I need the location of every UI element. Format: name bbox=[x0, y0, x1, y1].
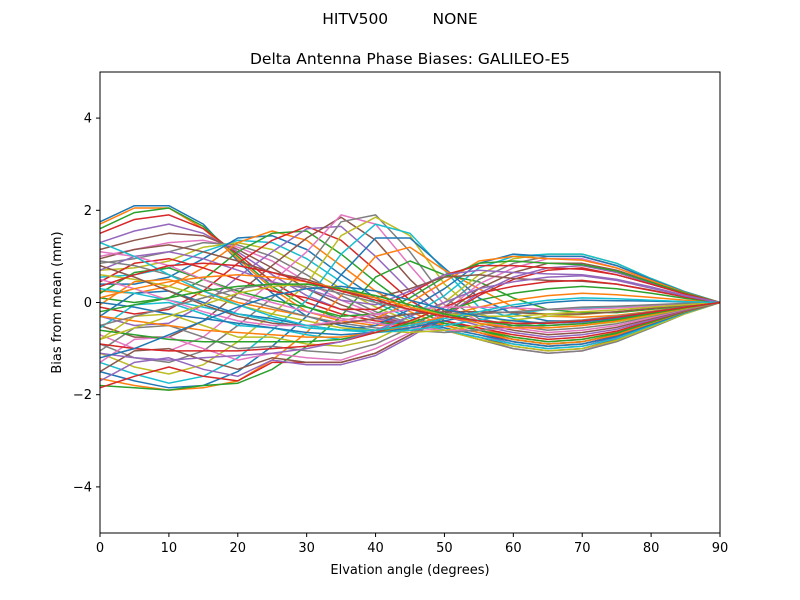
series-group bbox=[99, 204, 721, 391]
series-line-23 bbox=[99, 260, 721, 391]
series-line-52 bbox=[99, 274, 721, 329]
series-line-41 bbox=[99, 299, 721, 336]
chart-title: Delta Antenna Phase Biases: GALILEO-E5 bbox=[250, 50, 570, 68]
x-tick-label: 90 bbox=[712, 541, 729, 556]
x-tick-label: 80 bbox=[643, 541, 660, 556]
x-tick-label: 20 bbox=[230, 541, 247, 556]
y-tick-label: 4 bbox=[84, 112, 92, 127]
figure-suptitle: HITV500 NONE bbox=[322, 10, 477, 28]
series-line-53 bbox=[99, 283, 721, 327]
series-line-44 bbox=[99, 279, 721, 352]
x-tick-label: 10 bbox=[161, 541, 178, 556]
series-line-26 bbox=[99, 262, 721, 373]
series-line-54 bbox=[99, 262, 721, 324]
x-tick-label: 50 bbox=[436, 541, 453, 556]
x-tick-label: 40 bbox=[367, 541, 384, 556]
y-tick-label: 0 bbox=[84, 296, 92, 311]
series-line-43 bbox=[99, 285, 721, 343]
series-line-51 bbox=[99, 285, 721, 359]
y-tick-label: −4 bbox=[73, 480, 92, 495]
x-tick-label: 0 bbox=[96, 541, 104, 556]
series-line-19 bbox=[99, 216, 721, 375]
x-tick-label: 30 bbox=[298, 541, 315, 556]
series-line-40 bbox=[99, 287, 721, 334]
series-line-34 bbox=[99, 257, 721, 311]
y-tick-label: 2 bbox=[84, 204, 92, 219]
x-axis-label: Elvation angle (degrees) bbox=[330, 563, 489, 578]
x-tick-label: 60 bbox=[505, 541, 522, 556]
series-line-22 bbox=[99, 246, 721, 391]
x-tick-label: 70 bbox=[574, 541, 591, 556]
x-axis: 0 10 20 30 40 50 60 70 80 90 bbox=[96, 533, 728, 556]
y-tick-label: −2 bbox=[73, 388, 92, 403]
y-axis: −4 −2 0 2 4 bbox=[73, 112, 100, 495]
y-axis-label: Bias from mean (mm) bbox=[50, 231, 65, 373]
series-line-25 bbox=[99, 264, 721, 382]
series-line-45 bbox=[99, 275, 721, 361]
series-line-35 bbox=[99, 251, 721, 306]
